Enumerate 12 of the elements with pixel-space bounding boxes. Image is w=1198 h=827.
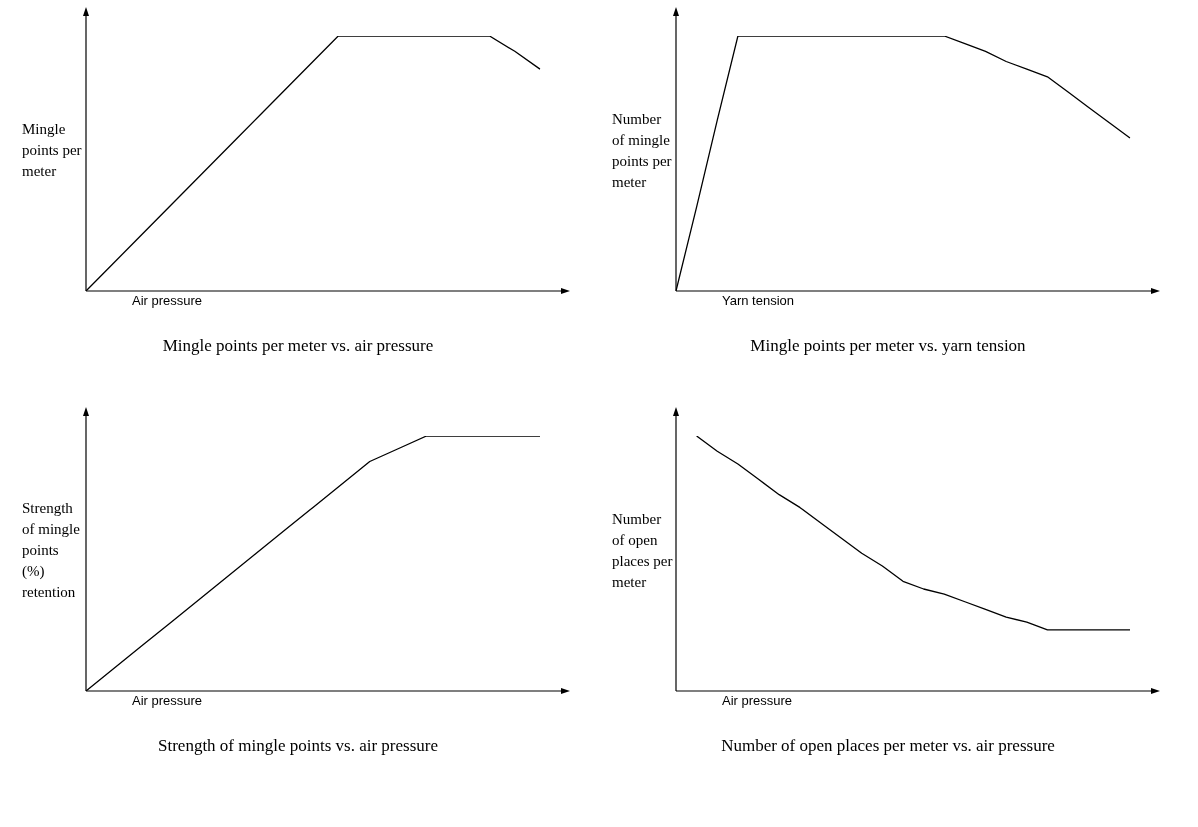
text: Number of open places per meter vs. air pressure [721,736,1055,756]
x-axis-title: Yarn tension [721,293,796,308]
text: Mingle points per meter vs. air pressure [162,336,434,356]
x-axis-title: Air pressure [721,693,794,708]
x-axis-title: Air pressure [131,293,204,308]
y-axis-title: Strength of mingle points (%) retention [22,499,81,602]
text: Strength of mingle points vs. air pressure [158,736,438,756]
y-axis-title: Number of open places per meter [612,509,674,592]
y-axis-title: Mingle points per meter [22,120,83,181]
text: Mingle points per meter vs. yarn tension [750,336,1026,356]
x-axis-title: Air pressure [131,693,204,708]
y-axis-title: Number of mingle points per meter [612,109,673,192]
